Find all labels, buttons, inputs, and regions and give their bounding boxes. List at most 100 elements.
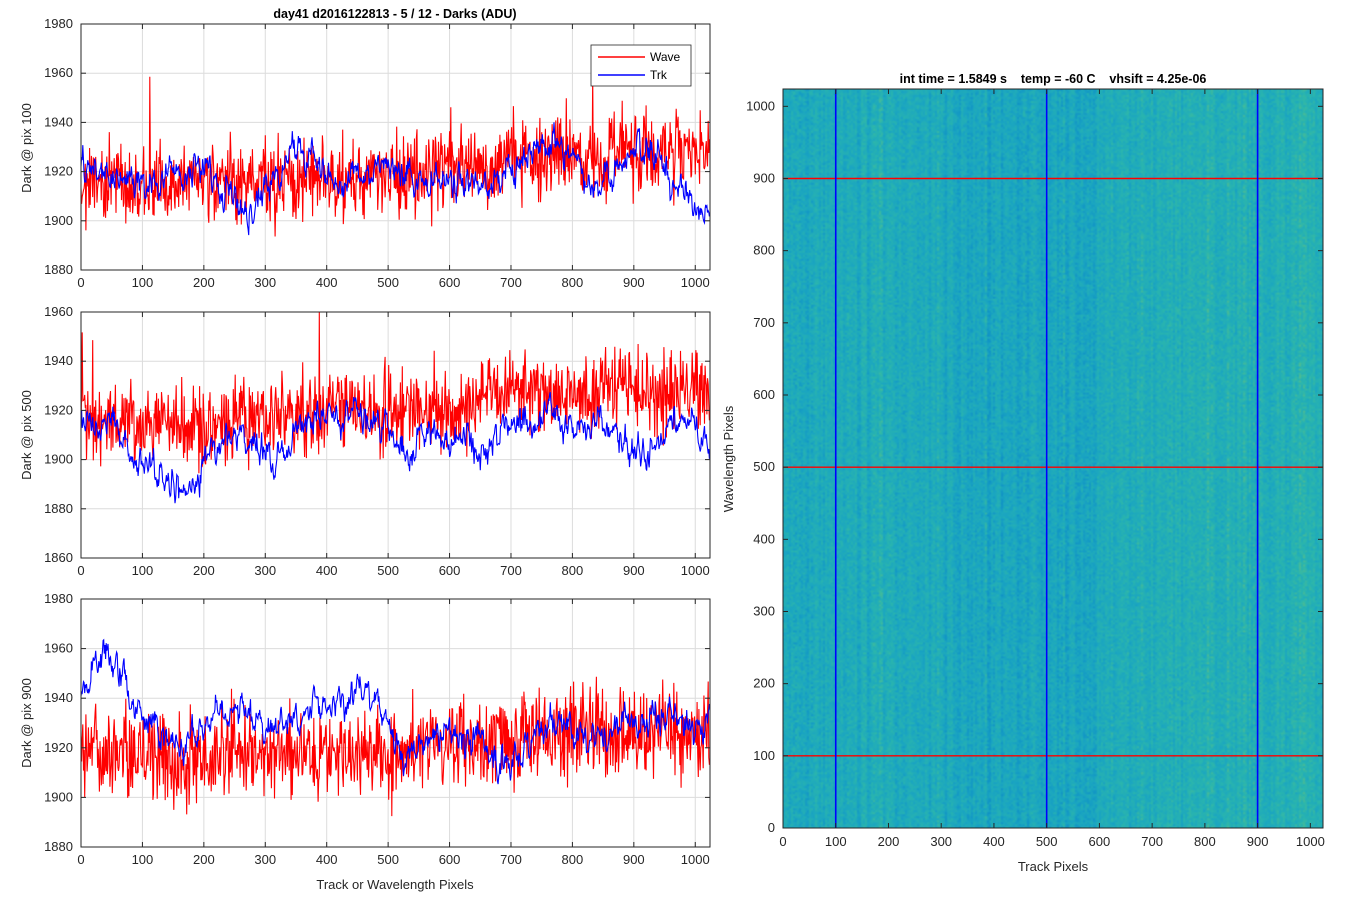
x-tick-label: 1000 — [681, 852, 710, 867]
heatmap-y-axis-label: Wavelength Pixels — [721, 405, 736, 512]
x-tick-label: 800 — [562, 275, 584, 290]
x-tick-label: 300 — [930, 834, 952, 849]
series-line-trk — [81, 638, 710, 785]
plot-area-bottom: 0 100 200 300 400 500 600 700 800 900 1000 1880 1900… — [44, 591, 711, 867]
subplot-bottom: 0 100 200 300 400 500 600 700 800 900 1000 1880 1900… — [19, 591, 711, 892]
x-tick-label: 1000 — [1296, 834, 1325, 849]
x-tick-label: 400 — [316, 852, 338, 867]
y-tick-label: 1960 — [44, 641, 73, 656]
series-line-wave — [81, 676, 710, 817]
x-tick-label: 0 — [779, 834, 786, 849]
plot-area-heatmap: 0 100 200 300 400 500 600 700 800 900 1000 0 100 200 3… — [746, 88, 1325, 849]
x-tick-label: 800 — [562, 563, 584, 578]
y-tick-label: 1880 — [44, 839, 73, 854]
x-tick-label: 600 — [439, 275, 461, 290]
y-tick-label: 500 — [753, 459, 775, 474]
x-tick-label: 200 — [878, 834, 900, 849]
x-tick-label: 700 — [500, 852, 522, 867]
legend: Wave Trk — [590, 44, 692, 87]
y-axis-label-middle: Dark @ pix 500 — [19, 390, 34, 480]
x-axis-label-bottom: Track or Wavelength Pixels — [316, 877, 474, 892]
x-tick-label: 800 — [562, 852, 584, 867]
x-tick-label: 900 — [1247, 834, 1269, 849]
x-tick-label: 0 — [77, 563, 84, 578]
axes-background — [81, 312, 710, 558]
x-tick-label: 300 — [254, 275, 276, 290]
x-tick-label: 500 — [377, 563, 399, 578]
axes-frame — [80, 598, 711, 848]
x-tick-label: 0 — [77, 852, 84, 867]
series-line-trk — [81, 122, 710, 236]
y-tick-label: 1900 — [44, 452, 73, 467]
legend-box — [590, 44, 692, 87]
y-tick-label: 1920 — [44, 164, 73, 179]
y-tick-label: 1920 — [44, 740, 73, 755]
x-tick-label: 700 — [1141, 834, 1163, 849]
y-tick-label: 100 — [753, 748, 775, 763]
y-axis-label-top: Dark @ pix 100 — [19, 103, 34, 193]
y-tick-label: 600 — [753, 387, 775, 402]
y-tick-label: 200 — [753, 676, 775, 691]
axes-frame — [80, 311, 711, 559]
x-tick-label: 200 — [193, 852, 215, 867]
y-tick-label: 1880 — [44, 501, 73, 516]
figure-title: day41 d2016122813 - 5 / 12 - Darks (ADU) — [273, 7, 516, 21]
x-tick-label: 700 — [500, 275, 522, 290]
x-tick-label: 100 — [132, 275, 154, 290]
heatmap-frame — [782, 88, 1324, 829]
subplot-middle: 0 100 200 300 400 500 600 700 800 900 1000 1860 1880… — [19, 304, 711, 578]
series-line-trk — [81, 391, 710, 504]
y-tick-label: 1900 — [44, 213, 73, 228]
x-tick-label: 800 — [1194, 834, 1216, 849]
series-line-wave — [81, 312, 710, 474]
y-tick-label: 1960 — [44, 304, 73, 319]
y-tick-label: 1980 — [44, 16, 73, 31]
subplot-heatmap: 0 100 200 300 400 500 600 700 800 900 1000 0 100 200 3… — [721, 72, 1325, 874]
y-tick-label: 1960 — [44, 65, 73, 80]
x-tick-label: 500 — [1036, 834, 1058, 849]
legend-trk-label: Trk — [650, 68, 668, 82]
y-tick-label: 1940 — [44, 690, 73, 705]
heatmap-title: int time = 1.5849 s temp = -60 C vhsift … — [900, 72, 1207, 86]
x-tick-label: 600 — [439, 852, 461, 867]
y-tick-label: 1940 — [44, 353, 73, 368]
x-tick-label: 300 — [254, 852, 276, 867]
y-tick-label: 1940 — [44, 114, 73, 129]
y-tick-label: 400 — [753, 531, 775, 546]
x-tick-label: 100 — [132, 563, 154, 578]
x-tick-label: 100 — [825, 834, 847, 849]
axes-background — [81, 599, 710, 847]
y-tick-label: 0 — [768, 820, 775, 835]
x-tick-label: 200 — [193, 275, 215, 290]
x-tick-label: 700 — [500, 563, 522, 578]
y-tick-label: 800 — [753, 243, 775, 258]
y-tick-label: 700 — [753, 315, 775, 330]
y-axis-label-bottom: Dark @ pix 900 — [19, 678, 34, 768]
y-tick-label: 1920 — [44, 402, 73, 417]
x-tick-label: 600 — [1089, 834, 1111, 849]
x-tick-label: 900 — [623, 563, 645, 578]
x-tick-label: 900 — [623, 275, 645, 290]
y-tick-label: 1000 — [746, 98, 775, 113]
x-tick-label: 400 — [316, 275, 338, 290]
x-tick-label: 1000 — [681, 563, 710, 578]
x-tick-label: 1000 — [681, 275, 710, 290]
x-tick-label: 500 — [377, 275, 399, 290]
x-tick-label: 100 — [132, 852, 154, 867]
y-tick-label: 1860 — [44, 550, 73, 565]
y-tick-label: 1980 — [44, 591, 73, 606]
x-tick-label: 400 — [316, 563, 338, 578]
y-tick-label: 1880 — [44, 262, 73, 277]
x-tick-label: 200 — [193, 563, 215, 578]
x-tick-label: 0 — [77, 275, 84, 290]
x-tick-label: 400 — [983, 834, 1005, 849]
x-tick-label: 500 — [377, 852, 399, 867]
subplot-top: 0 100 200 300 400 500 600 700 800 900 1000 1880 1900… — [19, 7, 711, 290]
y-tick-label: 300 — [753, 603, 775, 618]
x-tick-label: 900 — [623, 852, 645, 867]
plot-area-middle: 0 100 200 300 400 500 600 700 800 900 1000 1860 1880… — [44, 304, 711, 578]
legend-wave-label: Wave — [650, 50, 681, 64]
x-tick-label: 300 — [254, 563, 276, 578]
y-tick-label: 900 — [753, 170, 775, 185]
